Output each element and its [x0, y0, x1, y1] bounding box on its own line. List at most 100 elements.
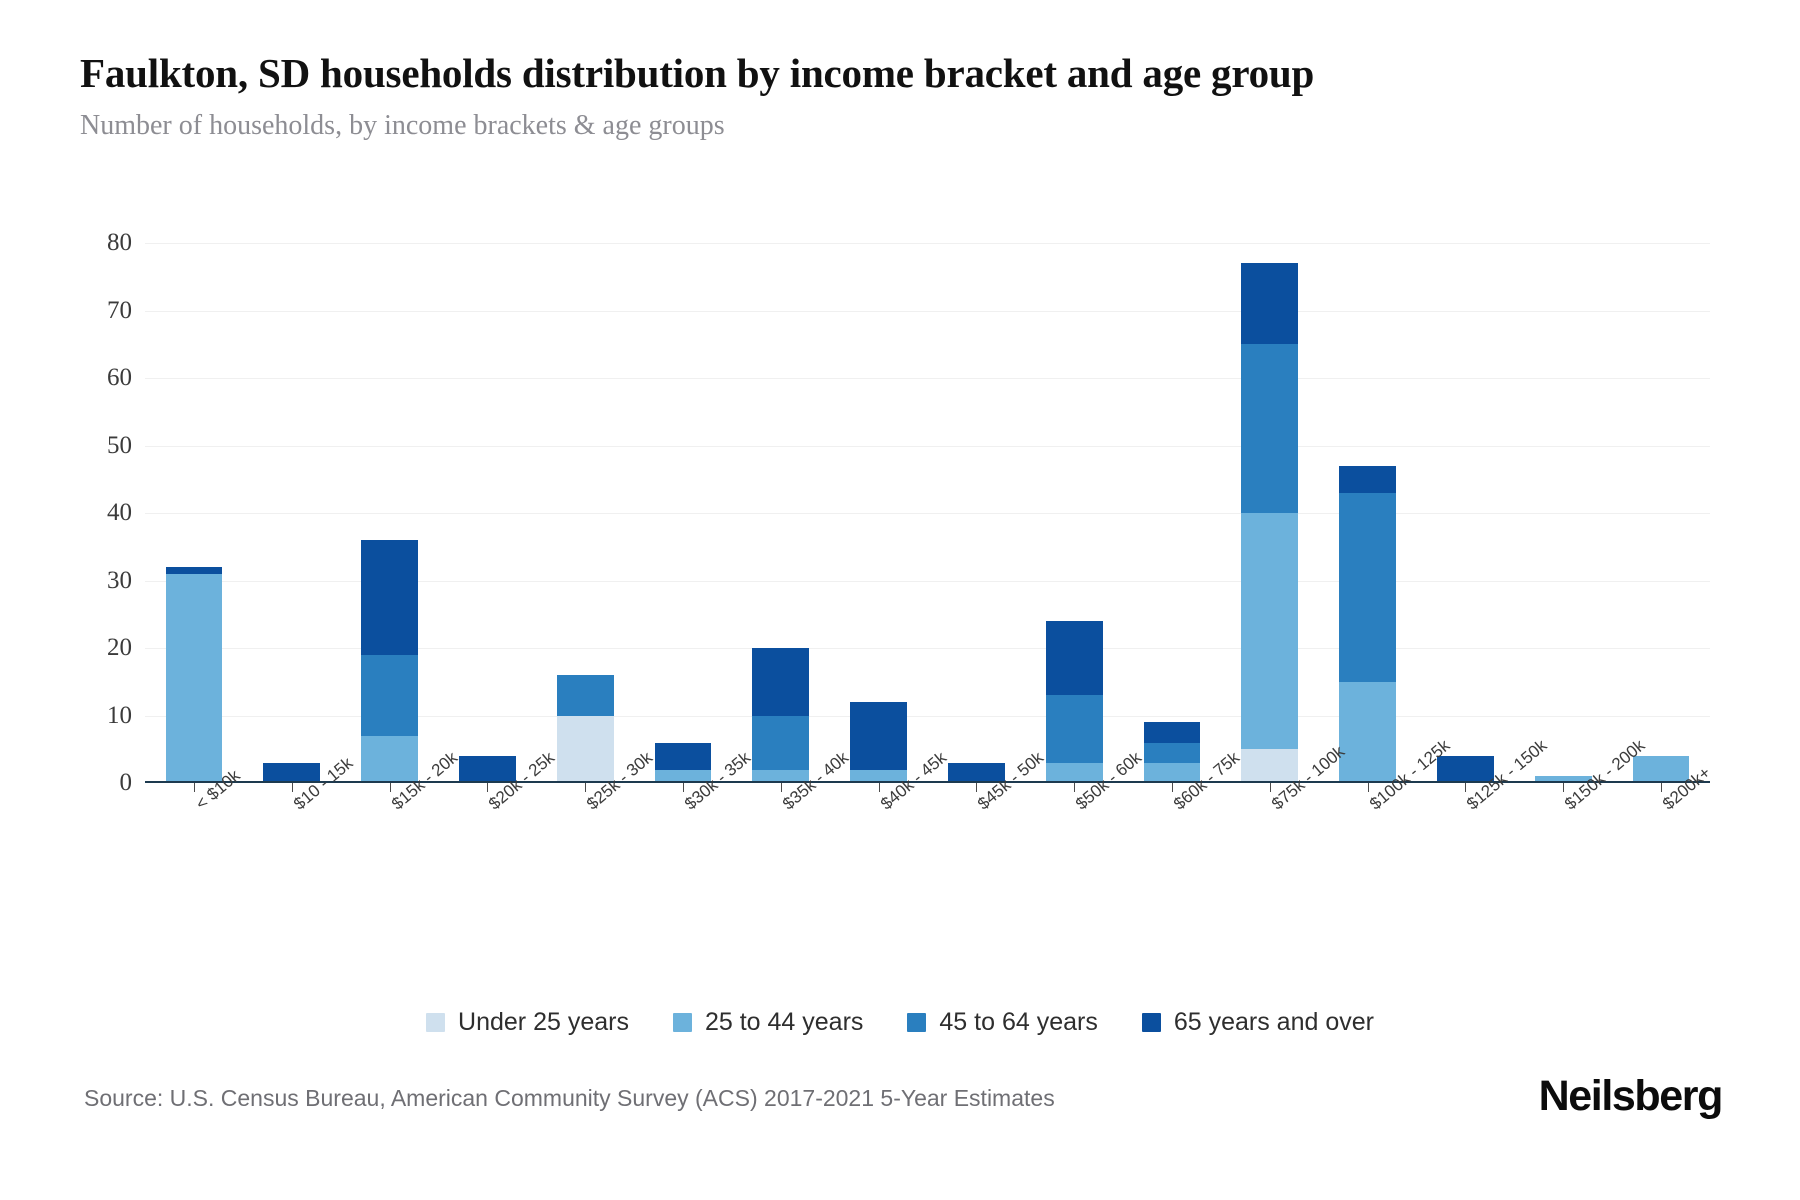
- bar-segment[interactable]: [458, 756, 516, 783]
- bar-group[interactable]: [243, 243, 341, 792]
- bar-segment[interactable]: [361, 735, 418, 783]
- bar-segment[interactable]: [948, 762, 1005, 783]
- bar-stack[interactable]: [654, 742, 712, 783]
- bar-segment[interactable]: [263, 762, 321, 783]
- x-label-slot: $75k - 100k: [1221, 742, 1348, 903]
- x-label-slot: $10 - 15k: [243, 753, 357, 903]
- bar-stack[interactable]: [1534, 776, 1592, 783]
- bar-series-container: [145, 243, 1710, 792]
- bar-stack[interactable]: [1241, 263, 1299, 783]
- bar-group[interactable]: [1319, 243, 1417, 792]
- bar-group[interactable]: [732, 243, 830, 792]
- bar-segment[interactable]: [1241, 263, 1299, 345]
- gridline: [145, 580, 1710, 582]
- bar-segment[interactable]: [1339, 681, 1397, 783]
- bar-group[interactable]: [1514, 243, 1612, 792]
- plot-area: 0 10 20 30 40 50 60 70 80: [107, 229, 1710, 796]
- legend-item[interactable]: 45 to 64 years: [907, 1008, 1098, 1037]
- bar-stack[interactable]: [1143, 722, 1201, 783]
- x-axis-tick-mark: [976, 783, 978, 792]
- bar-segment[interactable]: [361, 654, 418, 736]
- bar-group[interactable]: [1123, 243, 1221, 792]
- bar-group[interactable]: [928, 243, 1026, 792]
- bar-stack[interactable]: [752, 648, 810, 783]
- bar-segment[interactable]: [654, 742, 712, 770]
- bar-stack[interactable]: [458, 756, 516, 783]
- x-axis-tick-mark: [193, 783, 195, 792]
- bar-stack[interactable]: [361, 540, 418, 783]
- x-label-slot: $150k - 200k: [1514, 736, 1649, 903]
- bar-segment[interactable]: [1045, 695, 1103, 763]
- bar-segment[interactable]: [752, 648, 810, 716]
- bar-segment[interactable]: [1143, 742, 1201, 763]
- x-axis-tick-mark: [1563, 783, 1565, 792]
- bar-segment[interactable]: [1241, 749, 1299, 783]
- bar-segment[interactable]: [1339, 465, 1397, 493]
- gridline: [145, 310, 1710, 312]
- bar-segment[interactable]: [752, 769, 810, 783]
- bar-segment[interactable]: [1045, 621, 1103, 696]
- bar-group[interactable]: [341, 243, 439, 792]
- source-note: Source: U.S. Census Bureau, American Com…: [84, 1085, 1055, 1111]
- brand-logo: Neilsberg: [1538, 1072, 1724, 1120]
- bar-group[interactable]: [830, 243, 928, 792]
- legend-item[interactable]: 65 years and over: [1141, 1008, 1374, 1037]
- x-label-slot: $20k - 25k: [438, 748, 558, 903]
- x-label-slot: $40k - 45k: [830, 748, 950, 903]
- legend-swatch-icon: [672, 1013, 692, 1032]
- bar-segment[interactable]: [1241, 513, 1299, 750]
- legend-item[interactable]: 25 to 44 years: [672, 1008, 863, 1037]
- bar-segment[interactable]: [850, 702, 907, 770]
- bar-group[interactable]: [634, 243, 732, 792]
- bar-stack[interactable]: [263, 762, 321, 783]
- y-axis-tick-label: 60: [107, 364, 132, 391]
- bar-group[interactable]: [1221, 243, 1319, 792]
- bar-segment[interactable]: [165, 567, 223, 574]
- bar-stack[interactable]: [1437, 756, 1494, 783]
- bar-group[interactable]: [1025, 243, 1123, 792]
- gridline: [145, 715, 1710, 717]
- bar-stack[interactable]: [1632, 756, 1690, 783]
- bar-segment[interactable]: [1339, 492, 1397, 682]
- bar-segment[interactable]: [556, 675, 614, 716]
- bar-segment[interactable]: [1143, 722, 1201, 743]
- y-axis-tick-label: 20: [107, 634, 132, 661]
- x-axis-tick-mark: [1465, 783, 1467, 792]
- bar-segment[interactable]: [1241, 344, 1299, 513]
- legend-item[interactable]: Under 25 years: [426, 1008, 629, 1037]
- bar-segment[interactable]: [165, 573, 223, 783]
- bar-segment[interactable]: [654, 769, 712, 783]
- x-axis-tick-mark: [1661, 783, 1663, 792]
- bar-group[interactable]: [1612, 243, 1710, 792]
- bar-stack[interactable]: [1045, 621, 1103, 783]
- bar-stack[interactable]: [850, 702, 907, 783]
- bar-segment[interactable]: [1143, 762, 1201, 783]
- bar-segment[interactable]: [1045, 762, 1103, 783]
- bar-group[interactable]: [438, 243, 536, 792]
- x-axis-tick-mark: [878, 783, 880, 792]
- bar-segment[interactable]: [752, 715, 810, 770]
- x-label-slot: $100k - 125k: [1319, 736, 1454, 903]
- legend-label: 45 to 64 years: [939, 1008, 1098, 1036]
- x-label-slot: < $10k: [145, 766, 244, 903]
- bar-stack[interactable]: [1339, 465, 1397, 783]
- x-label-slot: $25k - 30k: [536, 748, 656, 903]
- x-axis-tick-labels: < $10k $10 - 15k $15k - 20k $20k - 25k $25k …: [145, 736, 1714, 903]
- bar-segment[interactable]: [361, 540, 418, 655]
- bar-group[interactable]: [145, 243, 243, 792]
- y-axis-tick-label: 10: [107, 701, 132, 729]
- legend-label: 65 years and over: [1173, 1008, 1374, 1036]
- bar-group[interactable]: [536, 243, 634, 792]
- bar-segment[interactable]: [1437, 756, 1494, 783]
- legend-swatch-icon: [907, 1013, 927, 1032]
- bar-segment[interactable]: [1534, 776, 1592, 783]
- bar-segment[interactable]: [556, 715, 614, 783]
- bar-stack[interactable]: [556, 675, 614, 783]
- x-axis-tick-mark: [1172, 783, 1174, 792]
- bar-stack[interactable]: [165, 567, 223, 783]
- bar-segment[interactable]: [850, 769, 907, 783]
- gridline: [145, 243, 1710, 244]
- bar-segment[interactable]: [1632, 756, 1690, 783]
- bar-group[interactable]: [1417, 243, 1515, 792]
- bar-stack[interactable]: [948, 762, 1005, 783]
